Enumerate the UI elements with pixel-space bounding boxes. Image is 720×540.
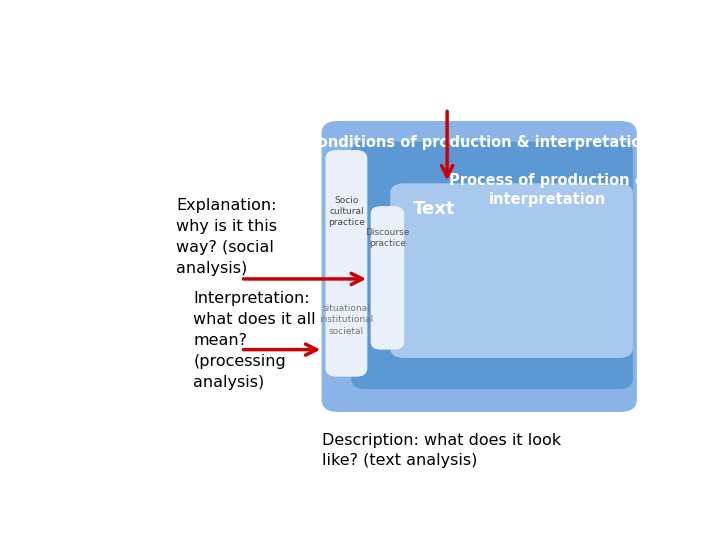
Text: Conditions of production & interpretation: Conditions of production & interpretatio…	[307, 136, 652, 151]
Text: situational
institutional
societal: situational institutional societal	[319, 305, 374, 335]
FancyBboxPatch shape	[322, 121, 637, 412]
Text: Socio
cultural
practice: Socio cultural practice	[328, 195, 365, 227]
Text: Description: what does it look
like? (text analysis): Description: what does it look like? (te…	[322, 433, 561, 468]
Text: Explanation:
why is it this
way? (social
analysis): Explanation: why is it this way? (social…	[176, 198, 277, 276]
FancyBboxPatch shape	[325, 150, 367, 377]
Text: Text: Text	[413, 200, 455, 218]
FancyBboxPatch shape	[371, 206, 404, 349]
Text: Process of production &
interpretation: Process of production & interpretation	[449, 173, 647, 206]
FancyBboxPatch shape	[390, 183, 633, 358]
Text: Discourse
practice: Discourse practice	[365, 228, 410, 248]
Text: Interpretation:
what does it all
mean?
(processing
analysis): Interpretation: what does it all mean? (…	[193, 292, 316, 390]
FancyBboxPatch shape	[351, 141, 633, 389]
